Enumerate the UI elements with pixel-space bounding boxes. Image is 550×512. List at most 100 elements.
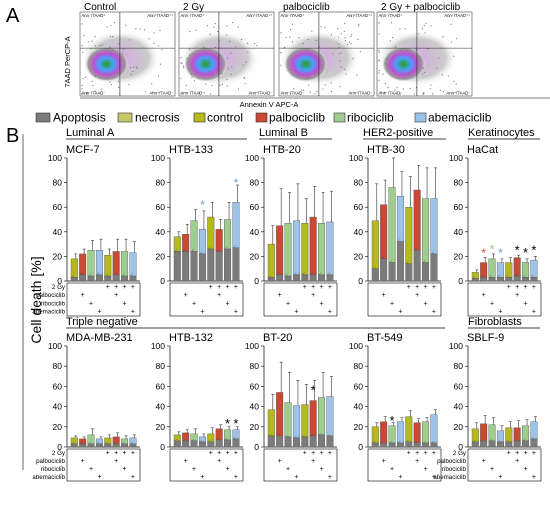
flow-plot-dot xyxy=(280,32,282,34)
bar-apoptosis xyxy=(292,274,300,282)
flow-plot-dot xyxy=(191,76,193,78)
apoptosis-error xyxy=(183,438,186,442)
bar-necrosis xyxy=(292,220,300,276)
flow-plot-cloud-core xyxy=(183,46,228,83)
flow-plot-dot xyxy=(214,46,216,49)
apoptosis-error xyxy=(199,251,203,255)
treatment-plus: + xyxy=(234,309,238,316)
panel-a-letter: A xyxy=(6,5,20,27)
flow-plot-dot xyxy=(330,34,333,36)
y-tick-label: 100 xyxy=(449,341,463,351)
treatment-table-frame xyxy=(263,282,338,317)
cell-line-title: HTB-132 xyxy=(169,332,213,344)
y-tick-label: 0 xyxy=(160,442,165,452)
flow-plot-dot xyxy=(424,71,426,73)
treatment-plus: + xyxy=(209,284,213,291)
flow-plot-dot xyxy=(183,65,185,67)
flow-plot-dot xyxy=(237,88,240,90)
treatment-table: + + + ++ ++ ++ + xyxy=(169,282,244,317)
flow-plot-dot xyxy=(378,51,380,53)
bar-necrosis xyxy=(79,253,87,276)
treatment-plus: + xyxy=(407,450,411,457)
apoptosis-error xyxy=(277,433,280,437)
apoptosis-error xyxy=(397,239,401,242)
treatment-plus: + xyxy=(498,309,502,316)
flow-plot-dot xyxy=(432,93,434,95)
bar-necrosis xyxy=(380,204,388,260)
bar-necrosis xyxy=(121,251,129,277)
flow-plot-dot xyxy=(315,39,318,42)
bar-apoptosis xyxy=(70,443,78,448)
panel-b-letter: B xyxy=(6,125,19,147)
significance-star: * xyxy=(531,243,536,258)
bar-necrosis xyxy=(276,392,284,437)
flow-plot-dot xyxy=(112,35,114,38)
y-tick-label: 40 xyxy=(354,227,364,237)
flow-plot-dot xyxy=(237,26,239,28)
treatment-plus: + xyxy=(524,466,528,473)
apoptosis-error xyxy=(514,273,518,277)
treatment-plus: + xyxy=(515,458,519,465)
flow-plot-dot xyxy=(442,91,445,93)
apoptosis-error xyxy=(130,273,133,277)
flow-plot-dot xyxy=(387,86,389,89)
bar-necrosis xyxy=(413,422,421,444)
flow-plot-dot xyxy=(345,73,347,75)
legend-label-control: control xyxy=(207,111,243,125)
apoptosis-error xyxy=(327,433,330,437)
flow-plot-dot xyxy=(219,54,221,56)
apoptosis-error xyxy=(285,434,288,438)
legend-swatch-ribociclib xyxy=(333,112,346,123)
flow-plot-dot xyxy=(418,33,420,35)
significance-star: * xyxy=(515,243,520,258)
y-tick-label: 60 xyxy=(454,381,464,391)
flow-plot-dot xyxy=(100,88,102,90)
apoptosis-error xyxy=(105,441,108,445)
flow-plot-dot xyxy=(291,23,294,25)
bar-apoptosis xyxy=(496,277,504,282)
y-tick-label: 0 xyxy=(254,276,259,286)
bar-apoptosis xyxy=(422,262,430,282)
treatment-plus: + xyxy=(278,458,282,465)
flow-plot-dot xyxy=(203,92,205,94)
flow-plot-dot xyxy=(386,63,389,66)
treatment-plus: + xyxy=(432,450,436,457)
flow-plot-dot xyxy=(438,57,440,59)
bar-apoptosis xyxy=(267,277,275,282)
bar-apoptosis xyxy=(276,274,284,282)
apoptosis-error xyxy=(225,437,228,441)
bar-apoptosis xyxy=(79,274,87,282)
bar-apoptosis xyxy=(112,274,120,282)
apoptosis-error xyxy=(174,438,178,442)
y-tick-label: 20 xyxy=(354,251,364,261)
flow-plot-dot xyxy=(402,88,405,90)
treatment-table-frame xyxy=(467,282,542,317)
legend: Apoptosis necrosis control palbociclib r… xyxy=(35,111,492,125)
y-tick-label: 20 xyxy=(250,251,260,261)
flow-plot-dot xyxy=(311,30,313,32)
flow-plot-dot xyxy=(110,51,112,53)
apoptosis-error xyxy=(191,248,194,252)
flow-plot-dot xyxy=(247,42,249,44)
apoptosis-error xyxy=(310,433,314,437)
bar-necrosis xyxy=(522,262,530,278)
treatment-table: + + + ++ ++ ++ + xyxy=(263,282,338,317)
flow-plot-dot xyxy=(314,64,316,66)
flow-plot-dot xyxy=(421,28,423,30)
bar-apoptosis xyxy=(224,439,232,448)
treatment-plus: + xyxy=(303,450,307,457)
apoptosis-error xyxy=(233,245,236,248)
treatment-plus: + xyxy=(303,284,307,291)
apoptosis-error xyxy=(523,274,526,278)
legend-swatch-abemaciclib xyxy=(414,112,427,123)
flow-plot-dot xyxy=(207,71,210,73)
apoptosis-error xyxy=(531,274,534,278)
flow-plot-dot xyxy=(309,91,311,93)
flow-plot-dot xyxy=(94,76,97,78)
y-tick-label: 40 xyxy=(454,227,464,237)
flow-plot-dot xyxy=(188,48,191,50)
treatment-plus: + xyxy=(286,466,290,473)
quadrant-label-bottom-right: Ann⁺/7AAD⁻ xyxy=(349,91,373,96)
